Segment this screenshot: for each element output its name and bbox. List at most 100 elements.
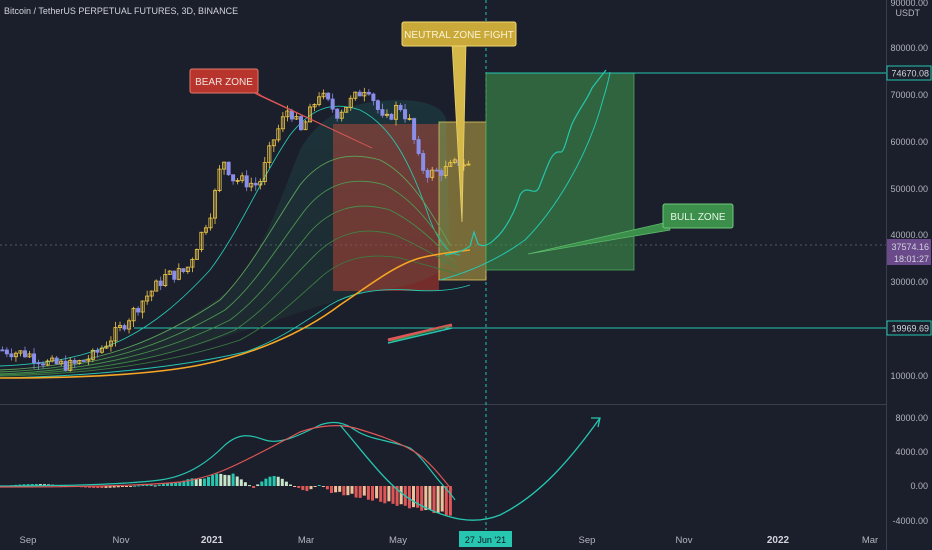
candle-body	[303, 121, 308, 131]
candle-body	[253, 182, 258, 186]
axis-unit: USDT	[896, 8, 921, 18]
x-tick-mar-2: Mar	[862, 535, 878, 546]
candle-body	[176, 268, 181, 280]
candle-body	[425, 169, 430, 178]
candle-body	[22, 350, 27, 358]
bull-projection-path[interactable]	[444, 69, 607, 256]
macd-bar	[166, 483, 169, 486]
bull-zone-label[interactable]: BULL ZONE	[527, 203, 734, 255]
price-axis[interactable]	[886, 0, 932, 550]
macd-tick-4000: 4000.00	[895, 447, 928, 457]
macd-bar	[100, 486, 104, 488]
ema-ribbon	[0, 105, 471, 379]
green-arrow[interactable]	[387, 327, 453, 344]
candle-body	[127, 320, 132, 330]
candle-body	[434, 169, 439, 172]
macd-bar	[252, 486, 256, 488]
ema-line	[0, 249, 471, 379]
macd-bar	[186, 479, 190, 486]
candle-body	[86, 358, 91, 362]
bull-projection-curve[interactable]	[439, 71, 611, 281]
candle-body	[68, 359, 73, 371]
neutral-zone-label[interactable]: NEUTRAL ZONE FIGHT	[401, 21, 517, 223]
candles	[0, 87, 471, 372]
macd-bar	[239, 479, 243, 486]
candle-body	[203, 227, 208, 233]
macd-bar	[145, 484, 149, 486]
candle-body	[18, 350, 23, 354]
macd-bar	[346, 486, 350, 496]
macd-bar	[272, 476, 276, 486]
candle-body	[308, 106, 313, 123]
candle-body	[362, 91, 367, 97]
price-tag-74670[interactable]: 74670.08	[886, 65, 932, 81]
candle-body	[380, 109, 385, 116]
candle-body	[249, 182, 254, 188]
price-tag-current[interactable]: 37574.16 18:01:27	[887, 239, 931, 265]
price-tick-60000: 60000.00	[890, 137, 928, 147]
candle-body	[90, 350, 95, 360]
macd-bar	[325, 486, 329, 490]
price-tick-90000: 90000.00	[890, 0, 928, 8]
candle-body	[407, 118, 412, 120]
macd-projection[interactable]	[339, 417, 601, 521]
bull-zone-text: BULL ZONE	[670, 212, 726, 223]
macd-bar	[395, 486, 399, 506]
macd-bar	[157, 484, 161, 486]
bull-zone-box[interactable]	[485, 72, 635, 271]
x-tick-sep-2: Sep	[579, 535, 596, 546]
candle-body	[4, 349, 9, 355]
green-arrow-2[interactable]	[391, 325, 451, 342]
price-tag-19969[interactable]: 19969.69	[886, 320, 932, 336]
candle-body	[344, 106, 349, 113]
macd-bar	[137, 485, 141, 487]
macd-bar	[104, 486, 108, 488]
macd-bar	[260, 481, 264, 486]
candle-body	[113, 327, 118, 342]
candle-body	[371, 93, 376, 102]
candle-body	[54, 357, 59, 365]
macd-projection-arrowhead	[591, 417, 601, 428]
candle-body	[217, 168, 222, 191]
macd-histogram	[2, 473, 452, 516]
candle-body	[412, 118, 417, 141]
macd-bar	[305, 486, 309, 491]
macd-bar	[387, 486, 391, 502]
candle-body	[194, 249, 199, 260]
candle-body	[122, 325, 127, 330]
red-arrow[interactable]	[387, 323, 453, 342]
candle-body	[59, 360, 64, 365]
macd-axis-ticks: 8000.00 4000.00 0.00 -4000.00	[892, 413, 928, 526]
macd-bar	[354, 486, 358, 498]
time-axis[interactable]: Sep Nov 2021 Mar May 27 Jun '21 Sep Nov …	[20, 531, 879, 547]
macd-bar	[211, 474, 215, 486]
macd-bar	[338, 486, 342, 492]
candle-body	[430, 169, 435, 178]
candle-body	[163, 274, 168, 287]
macd-bar	[43, 484, 46, 486]
candle-body	[95, 350, 100, 353]
macd-bar	[88, 486, 92, 488]
macd-bar	[280, 478, 284, 486]
candle-body	[285, 110, 290, 118]
price-tag-current-text: 37574.16	[891, 242, 929, 252]
price-tag-countdown: 18:01:27	[894, 254, 929, 264]
macd-bar	[22, 484, 26, 486]
price-tick-50000: 50000.00	[890, 184, 928, 194]
price-tick-30000: 30000.00	[890, 277, 928, 287]
candle-body	[276, 128, 281, 141]
candle-body	[384, 113, 389, 116]
candle-body	[366, 91, 371, 95]
candle-body	[443, 166, 448, 176]
bear-zone-label[interactable]: BEAR ZONE	[189, 68, 373, 149]
macd-bar	[149, 484, 153, 486]
macd-bar	[358, 486, 362, 498]
x-tick-may: May	[389, 535, 407, 546]
candle-body	[389, 113, 394, 120]
candle-body	[27, 353, 32, 358]
candle-body	[244, 175, 249, 188]
candle-body	[448, 162, 453, 167]
candle-body	[213, 190, 218, 219]
candle-body	[222, 161, 227, 170]
